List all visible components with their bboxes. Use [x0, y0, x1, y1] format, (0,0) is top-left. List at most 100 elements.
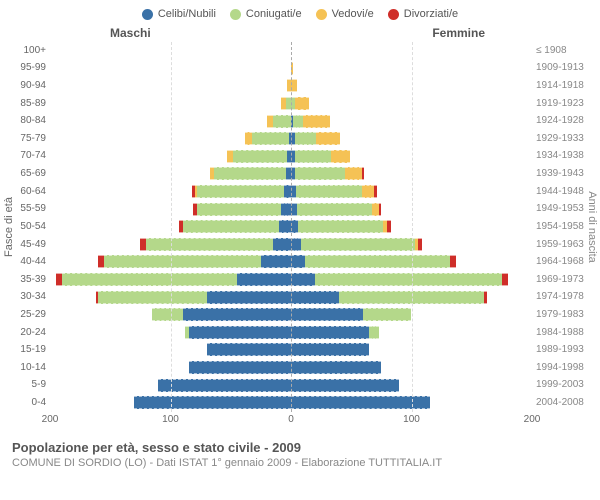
segment-widowed [295, 97, 309, 110]
x-tick: 200 [524, 414, 541, 425]
age-label: 15-19 [20, 345, 46, 355]
segment-widowed [331, 150, 350, 163]
y-axis-label-left: Fasce di età [3, 197, 15, 257]
segment-single [189, 361, 291, 374]
birth-label: 1934-1938 [536, 151, 584, 161]
birth-label: 1989-1993 [536, 345, 584, 355]
segment-widowed [372, 203, 379, 216]
caption-title: Popolazione per età, sesso e stato civil… [12, 440, 588, 455]
birth-label: 1964-1968 [536, 257, 584, 267]
plot-area: Fasce di età Anni di nascita 100+95-9990… [0, 42, 600, 412]
segment-divorced [387, 220, 391, 233]
segment-single [158, 379, 291, 392]
birth-label: 1974-1978 [536, 292, 584, 302]
x-axis-area: 2001000100200 [50, 412, 532, 434]
x-tick: 100 [403, 414, 420, 425]
segment-single [291, 361, 381, 374]
birth-label: 1969-1973 [536, 275, 584, 285]
birth-label: 1979-1983 [536, 310, 584, 320]
segment-widowed [362, 185, 374, 198]
segment-married [197, 185, 284, 198]
segment-single [237, 273, 291, 286]
legend-item: Divorziati/e [388, 8, 458, 20]
segment-divorced [484, 291, 488, 304]
header-females: Femmine [432, 26, 485, 40]
segment-married [146, 238, 273, 251]
age-label: 0-4 [32, 398, 46, 408]
caption: Popolazione per età, sesso e stato civil… [0, 434, 600, 469]
segment-married [183, 220, 279, 233]
segment-single [134, 396, 291, 409]
age-label: 90-94 [20, 81, 46, 91]
birth-label: 2004-2008 [536, 398, 584, 408]
x-axis: 2001000100200 [0, 412, 600, 434]
legend-label: Celibi/Nubili [158, 8, 216, 20]
birth-label: 1924-1928 [536, 116, 584, 126]
birth-label: ≤ 1908 [536, 46, 567, 56]
segment-married [301, 238, 415, 251]
segment-single [291, 255, 305, 268]
segment-single [279, 220, 291, 233]
x-tick: 0 [288, 414, 294, 425]
segment-divorced [374, 185, 376, 198]
segment-married [233, 150, 287, 163]
legend: Celibi/NubiliConiugati/eVedovi/eDivorzia… [0, 8, 600, 20]
age-label: 55-59 [20, 204, 46, 214]
segment-married [273, 115, 291, 128]
segment-single [291, 220, 298, 233]
segment-married [295, 150, 331, 163]
segment-single [281, 203, 291, 216]
birth-label: 1949-1953 [536, 204, 584, 214]
segment-single [291, 343, 369, 356]
segment-divorced [502, 273, 508, 286]
segment-divorced [418, 238, 423, 251]
birth-label: 1959-1963 [536, 240, 584, 250]
legend-label: Vedovi/e [332, 8, 374, 20]
segment-single [261, 255, 291, 268]
segment-single [189, 326, 291, 339]
segment-divorced [450, 255, 456, 268]
age-label: 65-69 [20, 169, 46, 179]
legend-swatch [316, 9, 327, 20]
age-label: 75-79 [20, 134, 46, 144]
bars-area [50, 42, 532, 412]
birth-label: 1919-1923 [536, 99, 584, 109]
segment-married [98, 291, 206, 304]
segment-single [207, 291, 291, 304]
birth-label: 1944-1948 [536, 187, 584, 197]
segment-single [291, 273, 315, 286]
legend-item: Celibi/Nubili [142, 8, 216, 20]
age-label: 70-74 [20, 151, 46, 161]
population-pyramid-chart: Celibi/NubiliConiugati/eVedovi/eDivorzia… [0, 0, 600, 500]
segment-widowed [345, 167, 362, 180]
legend-swatch [230, 9, 241, 20]
y-axis-label-right: Anni di nascita [586, 191, 598, 263]
segment-married [363, 308, 411, 321]
segment-married [197, 203, 281, 216]
segment-married [295, 167, 346, 180]
segment-married [315, 273, 502, 286]
segment-married [305, 255, 450, 268]
age-label: 85-89 [20, 99, 46, 109]
age-label: 10-14 [20, 363, 46, 373]
segment-divorced [379, 203, 381, 216]
segment-widowed [303, 115, 330, 128]
segment-widowed [316, 132, 340, 145]
segment-married [252, 132, 288, 145]
birth-label: 1994-1998 [536, 363, 584, 373]
segment-widowed [245, 132, 252, 145]
legend-swatch [142, 9, 153, 20]
age-label: 45-49 [20, 240, 46, 250]
age-label: 60-64 [20, 187, 46, 197]
age-label: 50-54 [20, 222, 46, 232]
segment-married [104, 255, 261, 268]
segment-divorced [362, 167, 364, 180]
birth-label: 1939-1943 [536, 169, 584, 179]
x-tick: 200 [42, 414, 59, 425]
segment-single [207, 343, 291, 356]
segment-single [291, 291, 339, 304]
segment-married [62, 273, 237, 286]
center-line [291, 42, 292, 412]
age-label: 30-34 [20, 292, 46, 302]
caption-subtitle: COMUNE DI SORDIO (LO) - Dati ISTAT 1° ge… [12, 457, 588, 469]
